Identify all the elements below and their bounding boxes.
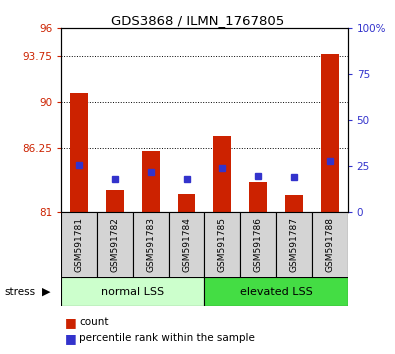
Text: normal LSS: normal LSS	[101, 287, 164, 297]
Bar	[321, 54, 339, 212]
Bar	[169, 212, 205, 278]
Text: GSM591781: GSM591781	[75, 217, 84, 272]
Text: GSM591784: GSM591784	[182, 217, 191, 272]
Text: GDS3868 / ILMN_1767805: GDS3868 / ILMN_1767805	[111, 14, 284, 27]
Text: GSM591782: GSM591782	[111, 217, 119, 272]
Text: ▶: ▶	[41, 287, 50, 297]
Text: GSM591783: GSM591783	[146, 217, 155, 272]
Bar	[240, 212, 276, 278]
Text: ■: ■	[65, 332, 77, 344]
Bar	[70, 93, 88, 212]
Bar	[133, 212, 169, 278]
Bar	[106, 190, 124, 212]
Bar	[142, 151, 160, 212]
Text: percentile rank within the sample: percentile rank within the sample	[79, 333, 255, 343]
Text: GSM591788: GSM591788	[325, 217, 334, 272]
Bar	[285, 195, 303, 212]
Bar	[61, 212, 97, 278]
Bar	[312, 212, 348, 278]
Text: GSM591787: GSM591787	[290, 217, 298, 272]
Bar	[61, 277, 205, 306]
Bar	[97, 212, 133, 278]
Bar	[178, 194, 196, 212]
Text: elevated LSS: elevated LSS	[240, 287, 312, 297]
Bar	[205, 277, 348, 306]
Bar	[205, 212, 240, 278]
Bar	[213, 136, 231, 212]
Bar	[249, 182, 267, 212]
Bar	[276, 212, 312, 278]
Text: ■: ■	[65, 316, 77, 329]
Text: GSM591786: GSM591786	[254, 217, 263, 272]
Text: count: count	[79, 317, 109, 327]
Text: GSM591785: GSM591785	[218, 217, 227, 272]
Text: stress: stress	[4, 287, 35, 297]
